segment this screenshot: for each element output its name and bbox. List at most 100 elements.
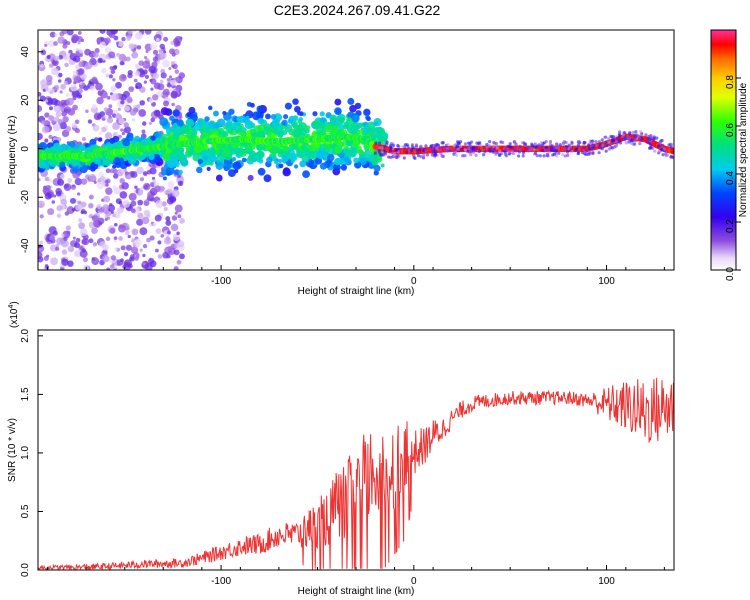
heatmap-speckle (135, 82, 143, 90)
heatmap-blob (93, 157, 102, 165)
heatmap-blob (343, 148, 349, 154)
heatmap-speckle (77, 200, 82, 205)
heatmap-halo (433, 153, 437, 157)
heatmap-halo (656, 144, 660, 149)
heatmap-halo (418, 148, 422, 152)
heatmap-blob (240, 130, 247, 137)
heatmap-speckle (110, 255, 117, 261)
heatmap-speckle (160, 72, 167, 79)
heatmap-blob (363, 108, 371, 117)
heatmap-halo (456, 147, 460, 152)
heatmap-halo (544, 139, 548, 144)
heatmap-blob (215, 174, 223, 182)
heatmap-speckle (177, 174, 181, 178)
heatmap-blob (197, 158, 204, 165)
heatmap-halo (660, 138, 664, 143)
heatmap-speckle (168, 66, 172, 70)
heatmap-speckle (139, 177, 145, 182)
heatmap-speckle (83, 210, 88, 215)
heatmap-blob (176, 154, 182, 160)
heatmap-ridge-point (670, 148, 674, 155)
heatmap-speckle (134, 31, 143, 40)
heatmap-blob (228, 108, 235, 115)
heatmap-speckle (133, 78, 138, 83)
heatmap-speckle (50, 257, 58, 266)
heatmap-blob (216, 127, 222, 132)
heatmap-speckle (174, 204, 183, 213)
heatmap-blob (320, 130, 327, 136)
heatmap-speckle (78, 53, 83, 58)
heatmap-halo (598, 142, 602, 147)
heatmap-blob (366, 121, 376, 131)
heatmap-speckle (123, 122, 129, 128)
heatmap-speckle (38, 105, 43, 113)
heatmap-blob (174, 126, 180, 133)
heatmap-speckle (80, 178, 88, 185)
heatmap-halo (669, 146, 674, 150)
heatmap-speckle (109, 227, 116, 234)
heatmap-halo (410, 148, 414, 152)
heatmap-speckle (119, 191, 128, 199)
heatmap-halo (424, 144, 428, 148)
heatmap-speckle (92, 124, 100, 132)
heatmap-blob (215, 161, 224, 170)
heatmap-halo (664, 154, 668, 158)
heatmap-blob (373, 118, 382, 127)
heatmap-speckle (63, 183, 72, 192)
heatmap-speckle (113, 239, 118, 243)
heatmap-speckle (106, 117, 114, 124)
heatmap-halo (460, 147, 464, 151)
heatmap-halo (574, 148, 578, 152)
heatmap-speckle (45, 75, 53, 82)
heatmap-speckle (106, 95, 111, 100)
heatmap-halo (521, 154, 525, 158)
heatmap-blob (244, 120, 254, 130)
heatmap-blob (204, 116, 210, 122)
heatmap-halo (576, 151, 581, 155)
heatmap-blob (206, 166, 211, 172)
heatmap-halo (551, 146, 556, 150)
heatmap-halo (662, 147, 667, 151)
heatmap-halo (501, 140, 505, 145)
heatmap-blob (292, 98, 299, 105)
heatmap-halo (410, 143, 415, 147)
heatmap-speckle (88, 80, 92, 84)
heatmap-blob (227, 169, 236, 178)
heatmap-blob (247, 174, 254, 181)
heatmap-blob (72, 165, 80, 174)
heatmap-speckle (172, 233, 181, 241)
heatmap-speckle (77, 41, 81, 45)
heatmap-speckle (91, 103, 97, 110)
heatmap-halo (558, 143, 562, 147)
heatmap-halo (446, 142, 450, 147)
heatmap-blob (319, 162, 327, 170)
heatmap-speckle (60, 198, 67, 206)
heatmap-speckle (71, 122, 78, 129)
heatmap-halo (455, 144, 460, 148)
heatmap-halo (388, 148, 393, 153)
heatmap-halo (492, 144, 496, 148)
heatmap-halo (538, 154, 542, 158)
heatmap-blob (319, 111, 325, 117)
heatmap-speckle (95, 82, 103, 91)
heatmap-speckle (112, 65, 117, 71)
heatmap-blob (263, 174, 272, 183)
heatmap-speckle (156, 91, 163, 98)
heatmap-halo (564, 140, 568, 145)
heatmap-blob (172, 109, 180, 117)
heatmap-halo (463, 142, 467, 146)
snr-axes: -100 0 100 0.0 0.5 1.0 1.5 2.0 (20, 328, 665, 587)
heatmap-blob (165, 166, 175, 176)
heatmap-speckle (141, 121, 147, 126)
heatmap-halo (402, 156, 406, 160)
heatmap-speckle (177, 240, 185, 248)
heatmap-speckle (132, 30, 137, 33)
heatmap-halo (557, 151, 561, 155)
heatmap-halo (445, 149, 450, 153)
heatmap-halo (441, 145, 445, 149)
heatmap-speckle (146, 237, 151, 243)
heatmap-speckle (57, 178, 65, 186)
heatmap-speckle (81, 238, 90, 246)
heatmap-halo (617, 139, 621, 143)
heatmap-speckle (62, 116, 69, 123)
